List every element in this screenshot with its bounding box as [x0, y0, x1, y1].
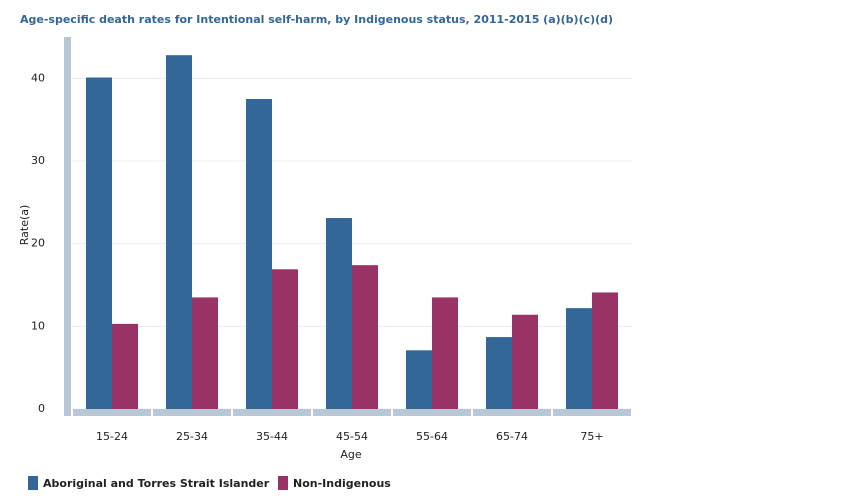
bar [246, 99, 272, 409]
bar [86, 77, 112, 410]
x-tick-label: 45-54 [336, 430, 368, 443]
y-tick-label: 30 [31, 154, 45, 167]
x-tick-label: 55-64 [416, 430, 448, 443]
x-axis-segment [233, 409, 311, 416]
bar [592, 292, 618, 409]
bar [512, 314, 538, 409]
x-tick-label: 15-24 [96, 430, 128, 443]
x-axis-label: Age [340, 448, 362, 461]
x-tick-label: 35-44 [256, 430, 288, 443]
bar [352, 265, 378, 409]
y-axis [64, 37, 71, 416]
x-tick-label: 65-74 [496, 430, 528, 443]
x-axis-segment [393, 409, 471, 416]
y-axis-label: Rate(a) [18, 205, 31, 246]
bar [486, 337, 512, 409]
bar [326, 218, 352, 409]
bar [406, 350, 432, 409]
y-tick-label: 20 [31, 237, 45, 250]
legend-label: Aboriginal and Torres Strait Islander [43, 477, 270, 490]
y-tick-label: 10 [31, 319, 45, 332]
x-axis-segment [73, 409, 151, 416]
legend-swatch [28, 476, 38, 490]
x-axis-segment [153, 409, 231, 416]
legend-label: Non-Indigenous [293, 477, 391, 490]
x-tick-label: 25-34 [176, 430, 208, 443]
x-axis-segment [313, 409, 391, 416]
bar [112, 323, 138, 409]
y-tick-label: 0 [38, 402, 45, 415]
y-tick-label: 40 [31, 71, 45, 84]
legend-swatch [278, 476, 288, 490]
x-axis-segment [553, 409, 631, 416]
bar [272, 269, 298, 409]
bar [432, 297, 458, 409]
bar [566, 308, 592, 409]
chart-title: Age-specific death rates for Intentional… [20, 13, 613, 26]
bar [166, 55, 192, 409]
x-tick-label: 75+ [580, 430, 603, 443]
x-axis-segment [473, 409, 551, 416]
bar [192, 297, 218, 409]
